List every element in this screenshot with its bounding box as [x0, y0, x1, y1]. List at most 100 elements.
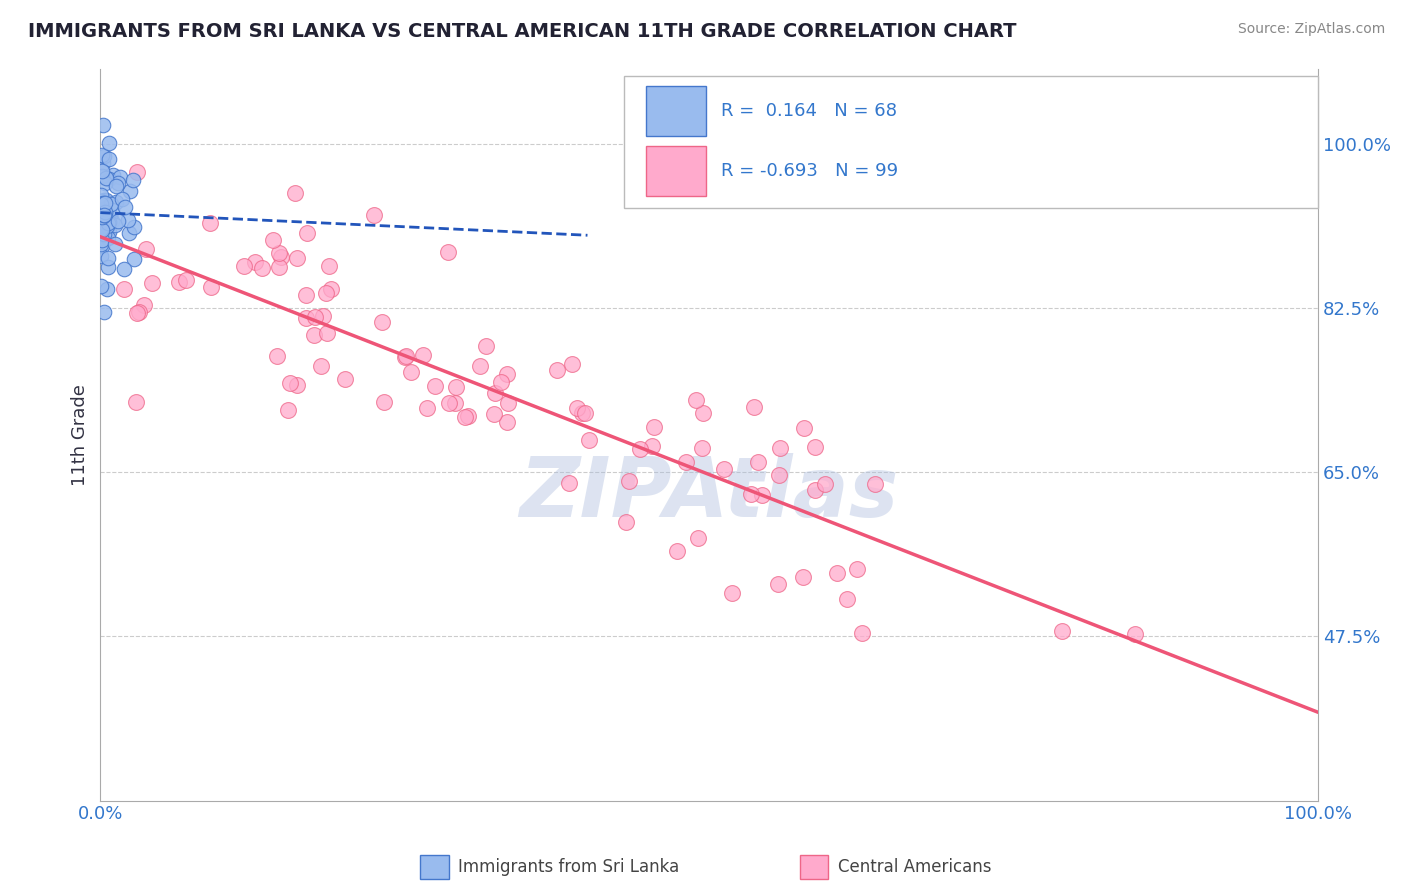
Point — [837, 591, 859, 606]
Point — [91, 219, 114, 233]
Point — [425, 378, 447, 392]
Point — [262, 233, 284, 247]
Point — [124, 219, 146, 234]
Point — [128, 305, 150, 319]
Point — [496, 415, 519, 429]
Point — [395, 349, 418, 363]
Point — [309, 359, 332, 373]
Point — [127, 306, 149, 320]
Point — [1123, 627, 1146, 641]
Point — [93, 208, 115, 222]
Point — [446, 380, 468, 394]
Point — [489, 375, 512, 389]
Point — [1050, 624, 1073, 638]
Point — [93, 118, 115, 132]
Point — [118, 184, 141, 198]
Point — [174, 273, 197, 287]
Point — [285, 377, 308, 392]
Point — [90, 237, 112, 252]
Point — [270, 251, 292, 265]
FancyBboxPatch shape — [645, 145, 706, 196]
Point — [107, 214, 129, 228]
Point — [578, 433, 600, 447]
Point — [101, 214, 124, 228]
Point — [91, 210, 114, 224]
Point — [721, 586, 744, 600]
FancyBboxPatch shape — [645, 86, 706, 136]
Point — [863, 476, 886, 491]
Point — [792, 570, 814, 584]
Point — [295, 311, 318, 326]
Text: R = -0.693   N = 99: R = -0.693 N = 99 — [721, 162, 898, 180]
Point — [845, 562, 868, 576]
Point — [105, 194, 128, 209]
Point — [665, 544, 688, 558]
Point — [107, 177, 129, 191]
Point — [90, 197, 112, 211]
Point — [751, 488, 773, 502]
Point — [97, 251, 120, 265]
Point — [132, 298, 155, 312]
Point — [94, 194, 117, 208]
Point — [444, 396, 467, 410]
Point — [318, 260, 340, 274]
Point — [96, 219, 118, 234]
Point — [641, 439, 664, 453]
Point — [371, 315, 394, 329]
Point — [243, 255, 266, 269]
Point — [98, 215, 121, 229]
Point — [561, 357, 583, 371]
Point — [252, 260, 274, 275]
Point — [546, 363, 568, 377]
Point — [169, 275, 191, 289]
Text: R =  0.164   N = 68: R = 0.164 N = 68 — [721, 102, 897, 120]
Point — [475, 339, 498, 353]
Point — [104, 218, 127, 232]
Text: Central Americans: Central Americans — [838, 858, 991, 876]
Point — [628, 442, 651, 457]
Point — [319, 282, 342, 296]
Point — [97, 260, 120, 274]
Point — [643, 420, 665, 434]
Point — [373, 394, 395, 409]
Point — [141, 277, 163, 291]
Point — [96, 282, 118, 296]
Point — [93, 149, 115, 163]
Point — [98, 152, 121, 166]
Point — [851, 626, 873, 640]
Point — [90, 248, 112, 262]
Point — [619, 475, 641, 489]
Point — [90, 164, 112, 178]
Point — [284, 186, 307, 200]
Point — [558, 475, 581, 490]
Point — [565, 401, 588, 415]
Point — [91, 223, 114, 237]
Point — [675, 455, 697, 469]
Point — [90, 221, 112, 235]
Point — [468, 359, 491, 374]
Point — [91, 203, 114, 218]
Point — [122, 172, 145, 186]
Point — [100, 197, 122, 211]
Point — [90, 233, 112, 247]
Point — [124, 252, 146, 266]
Point — [825, 566, 848, 581]
Point — [363, 208, 385, 222]
Point — [135, 242, 157, 256]
Point — [614, 516, 637, 530]
Point — [114, 201, 136, 215]
Point — [98, 208, 121, 222]
Point — [97, 231, 120, 245]
Point — [91, 169, 114, 184]
Point — [90, 194, 112, 208]
Point — [98, 136, 121, 151]
Point — [94, 204, 117, 219]
Point — [277, 403, 299, 417]
Text: Immigrants from Sri Lanka: Immigrants from Sri Lanka — [458, 858, 679, 876]
Point — [117, 213, 139, 227]
Point — [399, 365, 422, 379]
Point — [768, 468, 790, 483]
Point — [457, 409, 479, 423]
Point — [690, 441, 713, 455]
Point — [105, 178, 128, 193]
